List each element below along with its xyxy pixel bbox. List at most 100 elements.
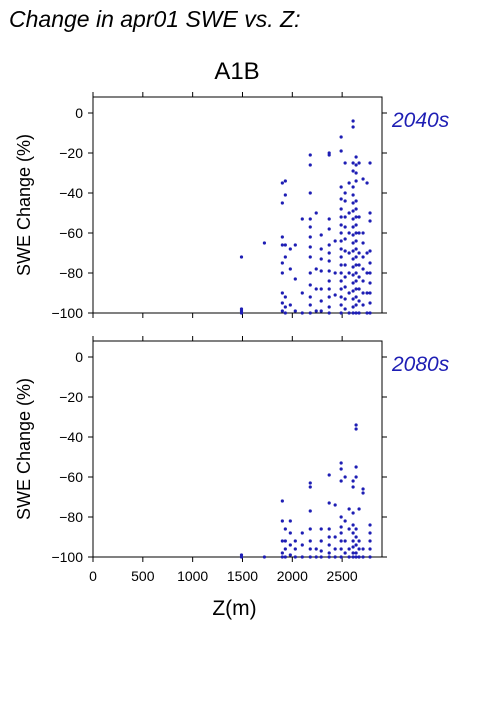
data-point [361,547,365,551]
data-point [288,553,292,557]
data-point [361,267,365,271]
data-point [239,311,244,315]
data-point [280,201,284,205]
data-point [333,535,337,539]
data-point [365,181,369,185]
data-point [314,267,318,271]
y-tick-label: −20 [59,389,83,405]
data-point [308,225,312,229]
data-point [280,271,284,275]
data-point [308,245,312,249]
data-point [347,311,351,315]
data-point [351,479,355,483]
data-point [354,231,358,235]
data-point [354,199,358,203]
data-point [308,311,312,315]
data-point [314,309,318,313]
data-point [354,179,358,183]
data-point [351,217,355,221]
data-point [327,259,331,263]
data-point [351,551,355,555]
data-point [308,485,312,489]
data-point [347,527,351,531]
data-point [351,241,355,245]
data-point [343,263,347,267]
data-point [343,161,347,165]
data-point [357,263,361,267]
data-point [339,239,343,243]
data-point [354,255,358,259]
data-point [354,423,358,427]
figure-title: Change in apr01 SWE vs. Z: [9,6,300,32]
data-point [368,547,372,551]
data-point [343,539,347,543]
data-point [351,249,355,253]
data-point [327,555,331,559]
data-point [308,283,312,287]
data-point [288,267,292,271]
data-point [314,555,318,559]
data-point [339,303,343,307]
y-tick-label: −20 [59,145,83,161]
data-point [354,287,358,291]
y-tick-label: −40 [59,429,83,445]
data-point [280,235,284,239]
data-point [327,217,331,221]
data-point [333,293,337,297]
data-point [351,273,355,277]
data-point [308,509,312,513]
data-point [308,539,312,543]
x-axis-label: Z(m) [212,597,256,620]
data-point [308,527,312,531]
data-point [339,467,343,471]
data-point [280,555,284,559]
data-point [283,539,287,543]
data-point [339,207,343,211]
data-point [280,539,284,543]
data-point [351,305,355,309]
data-point [319,539,323,543]
data-point [361,491,365,495]
data-point [327,543,331,547]
data-point [308,191,312,195]
data-point [357,539,361,543]
data-point [351,161,355,165]
data-point [314,547,318,551]
data-point [339,515,343,519]
data-point [339,247,343,251]
data-point [333,271,337,275]
data-point [283,179,287,183]
data-point [333,239,337,243]
data-point [347,507,351,511]
data-point [351,511,355,515]
data-point [327,535,331,539]
data-point [283,527,287,531]
data-point [308,295,312,299]
data-point [354,263,358,267]
data-point [327,287,331,291]
x-tick-label: 500 [131,568,155,584]
panel-2040s: 0 −20 −40 −60 −80 −100 SWE Change (%) 2040s [14,92,450,321]
data-point [300,217,304,221]
data-point [308,217,312,221]
data-point [347,251,351,255]
data-point [343,285,347,289]
data-point [280,551,284,555]
data-point [361,231,365,235]
data-point [280,519,284,523]
data-point [368,261,372,265]
data-point [319,555,323,559]
data-point [351,545,355,549]
data-point [351,297,355,301]
data-point [343,307,347,311]
data-point [319,527,323,531]
data-point [327,311,331,315]
plot-frame [92,96,383,314]
data-point [283,305,287,309]
data-point [343,275,347,279]
data-point [354,427,358,431]
data-point [283,547,287,551]
data-point [361,241,365,245]
data-point [339,525,343,529]
data-point [347,181,351,185]
